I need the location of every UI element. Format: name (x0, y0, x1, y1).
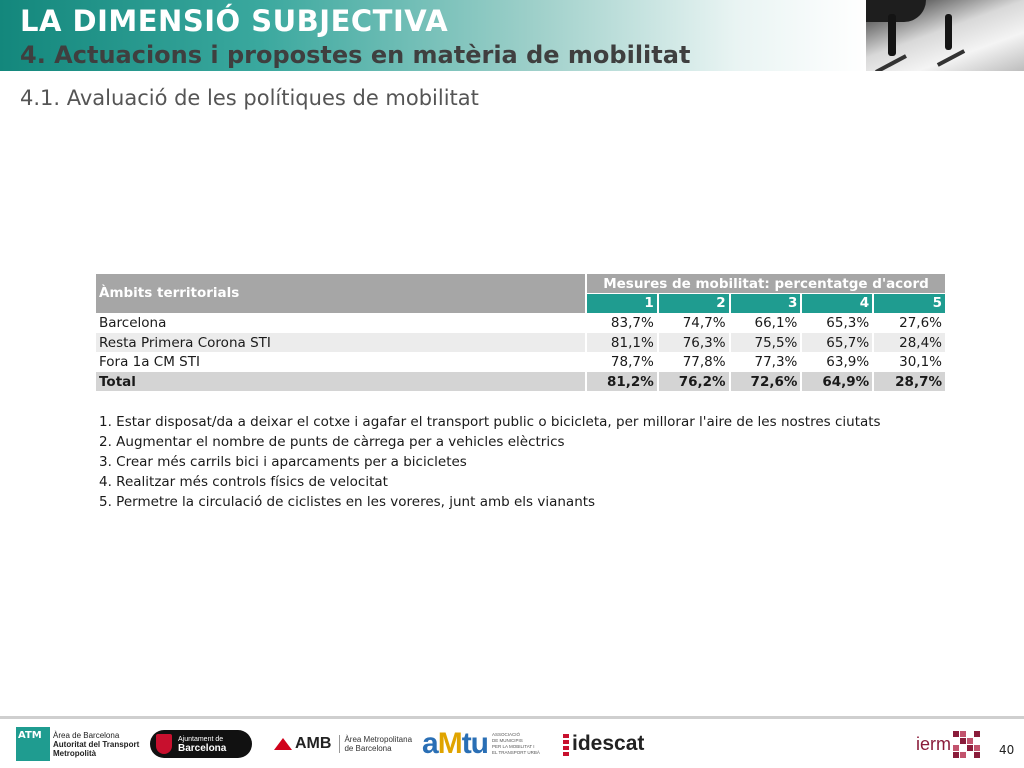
legend-item: 4. Realitzar més controls físics de velo… (99, 473, 388, 490)
amtu-word: aMtu (422, 727, 489, 761)
measures-legend: 1. Estar disposat/da a deixar el cotxe i… (99, 413, 881, 512)
flag-stripes-icon (563, 732, 569, 756)
amb-word: AMB (295, 735, 332, 752)
ierm-grid-icon (953, 730, 980, 758)
table-cell: 83,7% (586, 313, 659, 334)
idescat-word: idescat (572, 732, 645, 755)
legend-item: 3. Crear més carrils bici i aparcaments … (99, 453, 467, 470)
column-header: 4 (801, 293, 875, 314)
ajuntament-line: Barcelona (178, 743, 227, 754)
table-cell: 75,5% (729, 332, 803, 353)
amb-line: Àrea Metropolitana (344, 735, 413, 744)
legend-item: 5. Permetre la circulació de ciclistes e… (99, 493, 596, 510)
amtu-letter: M (437, 727, 463, 760)
atm-mark: ATM (16, 727, 50, 761)
table-cell: 66,1% (729, 313, 803, 334)
ajuntament-logo: Ajuntament de Barcelona (150, 726, 252, 762)
pedestrian-shadow (936, 49, 966, 67)
column-header: 5 (873, 293, 945, 314)
total-label: Total (96, 371, 587, 393)
row-label: Resta Primera Corona STI (96, 332, 587, 353)
column-header: 2 (657, 293, 731, 314)
amtu-line: DE MUNICIPIS (492, 738, 523, 743)
amtu-line: PER LA MOBILITAT I (492, 744, 535, 749)
pedestrian-shadow (875, 54, 907, 71)
total-cell: 28,7% (873, 371, 945, 393)
amtu-letter: a (422, 727, 439, 760)
amb-chevron-icon (274, 738, 292, 750)
table-row: Fora 1a CM STI 78,7% 77,8% 77,3% 63,9% 3… (96, 352, 945, 373)
atm-text: Àrea de Barcelona Autoritat del Transpor… (53, 731, 139, 758)
table-cell: 63,9% (801, 352, 875, 373)
column-header: 3 (729, 293, 803, 314)
table-cell: 30,1% (873, 352, 945, 373)
atm-line: Autoritat del Transport (53, 739, 140, 749)
header-band: LA DIMENSIÓ SUBJECTIVA 4. Actuacions i p… (0, 0, 866, 71)
atm-logo: ATM Àrea de Barcelona Autoritat del Tran… (16, 726, 139, 762)
table-cell: 77,8% (657, 352, 731, 373)
section-title: 4.1. Avaluació de les polítiques de mobi… (20, 86, 479, 110)
total-cell: 76,2% (657, 371, 731, 393)
ajuntament-line: Ajuntament de (178, 736, 224, 743)
amtu-line: EL TRANSPORT URBÀ (492, 750, 540, 755)
ierm-word: ierm (916, 733, 951, 754)
amtu-line: ASSOCIACIÓ (492, 732, 521, 737)
row-label: Barcelona (96, 313, 587, 334)
pedestrian-silhouette (888, 14, 896, 56)
tree-silhouette (866, 0, 926, 22)
main-title: LA DIMENSIÓ SUBJECTIVA (20, 4, 449, 38)
row-label: Fora 1a CM STI (96, 352, 587, 373)
idescat-logo: idescat (563, 726, 644, 762)
mobility-measures-table: Àmbits territorials Mesures de mobilitat… (96, 274, 945, 393)
pedestrian-silhouette (945, 14, 952, 50)
header-photo (866, 0, 1024, 71)
total-cell: 72,6% (729, 371, 803, 393)
table-cell: 74,7% (657, 313, 731, 334)
column-header: 1 (586, 293, 659, 314)
table-cell: 78,7% (586, 352, 659, 373)
table-row: Resta Primera Corona STI 81,1% 76,3% 75,… (96, 332, 945, 353)
table-cell: 77,3% (729, 352, 803, 373)
group-header: Mesures de mobilitat: percentatge d'acor… (586, 274, 945, 295)
legend-item: 2. Augmentar el nombre de punts de càrre… (99, 433, 565, 450)
total-cell: 81,2% (586, 371, 659, 393)
table-cell: 65,3% (801, 313, 875, 334)
total-row: Total 81,2% 76,2% 72,6% 64,9% 28,7% (96, 371, 945, 393)
amtu-logo: aMtu ASSOCIACIÓ DE MUNICIPIS PER LA MOBI… (422, 726, 540, 762)
table-row: Barcelona 83,7% 74,7% 66,1% 65,3% 27,6% (96, 313, 945, 334)
table-cell: 81,1% (586, 332, 659, 353)
row-header: Àmbits territorials (96, 274, 587, 314)
table-cell: 65,7% (801, 332, 875, 353)
table-cell: 76,3% (657, 332, 731, 353)
amtu-letter: tu (461, 727, 489, 760)
subtitle: 4. Actuacions i propostes en matèria de … (20, 41, 691, 69)
amb-line: de Barcelona (344, 744, 392, 753)
ajuntament-badge: Ajuntament de Barcelona (150, 730, 252, 758)
table-cell: 28,4% (873, 332, 945, 353)
legend-item: 1. Estar disposat/da a deixar el cotxe i… (99, 414, 881, 430)
atm-line: Metropolità (53, 748, 97, 758)
amb-logo: AMB Àrea Metropolitana de Barcelona (274, 726, 412, 762)
page-number: 40 (999, 743, 1015, 757)
ierm-logo: ierm (916, 726, 980, 762)
atm-line: Àrea de Barcelona (53, 730, 120, 740)
footer-divider (0, 716, 1024, 719)
shield-icon (156, 734, 172, 754)
total-cell: 64,9% (801, 371, 875, 393)
table-cell: 27,6% (873, 313, 945, 334)
